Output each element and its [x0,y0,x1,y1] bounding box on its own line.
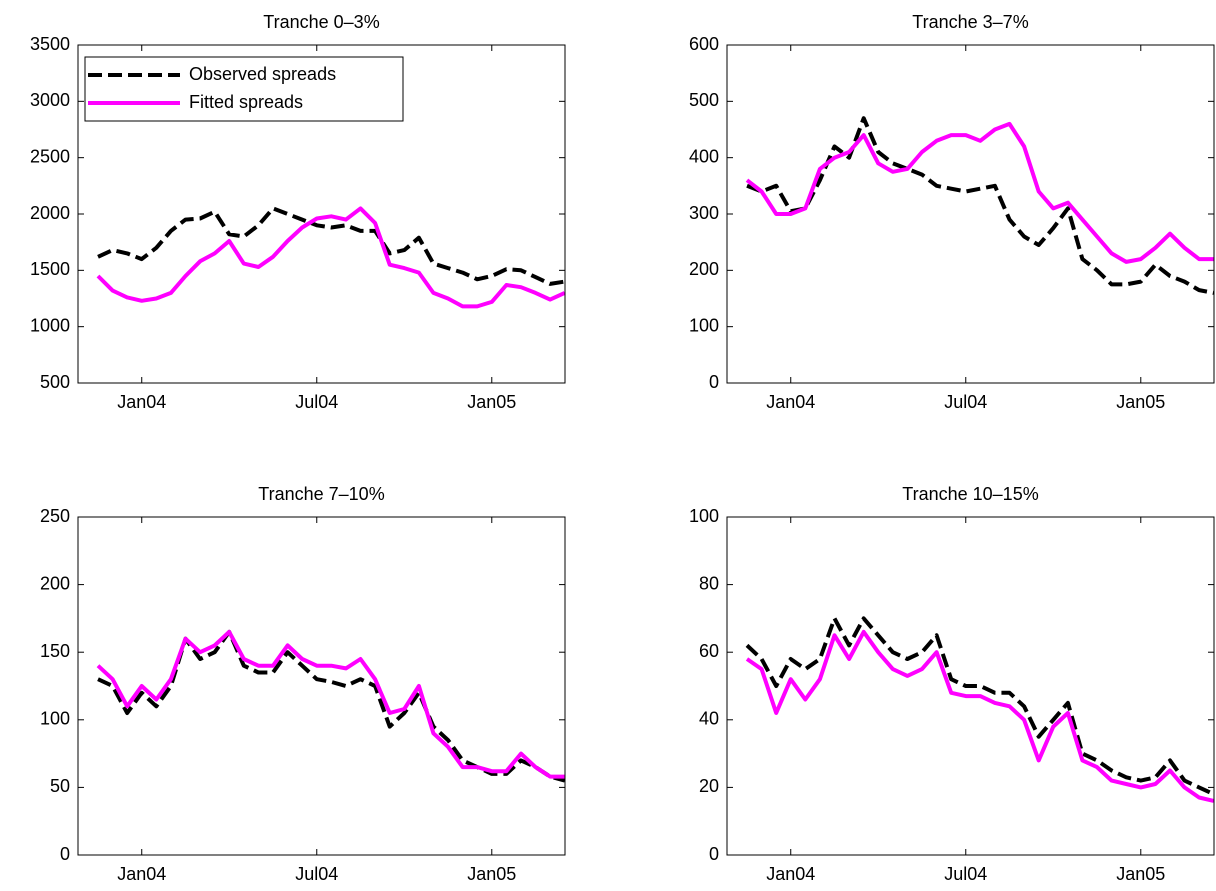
y-tick-label: 50 [50,776,70,796]
y-tick-label: 40 [699,709,719,729]
y-tick-label: 300 [689,203,719,223]
y-tick-label: 2000 [30,203,70,223]
y-tick-label: 100 [689,315,719,335]
x-tick-label: Jan05 [1116,392,1165,412]
y-tick-label: 600 [689,34,719,54]
x-tick-label: Jan04 [766,392,815,412]
y-tick-label: 100 [40,709,70,729]
x-tick-label: Jul04 [944,392,987,412]
y-tick-label: 500 [40,372,70,392]
y-tick-label: 20 [699,776,719,796]
y-tick-label: 400 [689,146,719,166]
series-line [745,616,1215,797]
y-tick-label: 100 [689,506,719,526]
x-tick-label: Jul04 [295,392,338,412]
series-line [746,116,1215,295]
series-line [96,629,565,779]
x-tick-label: Jan05 [1116,864,1165,884]
chart-title: Tranche 0–3% [263,12,379,32]
x-tick-label: Jan05 [467,864,516,884]
x-tick-label: Jan04 [766,864,815,884]
plot-frame [77,516,566,856]
plot-frame [726,44,1215,384]
chart-title: Tranche 10–15% [902,484,1038,504]
x-tick-label: Jul04 [944,864,987,884]
series-line [97,206,566,286]
x-tick-label: Jan04 [117,864,166,884]
y-tick-label: 1000 [30,315,70,335]
series-line [745,629,1215,803]
plot-frame [726,516,1215,856]
y-tick-label: 0 [60,844,70,864]
chart-title: Tranche 7–10% [258,484,384,504]
x-tick-label: Jan05 [467,392,516,412]
x-tick-label: Jul04 [295,864,338,884]
y-tick-label: 200 [689,259,719,279]
y-tick-label: 250 [40,506,70,526]
legend-label: Observed spreads [189,64,336,84]
y-tick-label: 80 [699,573,719,593]
y-tick-label: 1500 [30,259,70,279]
y-tick-label: 2500 [30,146,70,166]
legend-box [84,56,404,122]
y-tick-label: 0 [709,844,719,864]
y-tick-label: 500 [689,90,719,110]
series-line [97,629,566,783]
series-line [96,206,566,309]
series-line [745,121,1214,264]
y-tick-label: 200 [40,573,70,593]
legend-label: Fitted spreads [189,92,303,112]
y-tick-label: 3000 [30,90,70,110]
x-tick-label: Jan04 [117,392,166,412]
y-tick-label: 60 [699,641,719,661]
y-tick-label: 0 [709,372,719,392]
plot-frame [77,44,566,384]
y-tick-label: 150 [40,641,70,661]
y-tick-label: 3500 [30,34,70,54]
chart-title: Tranche 3–7% [912,12,1028,32]
